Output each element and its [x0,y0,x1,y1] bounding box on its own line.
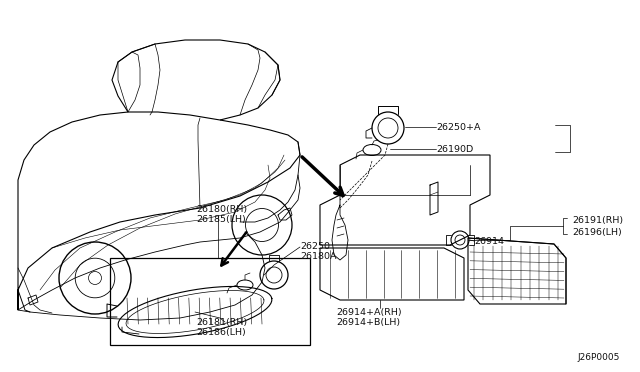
Text: 26191(RH): 26191(RH) [572,215,623,224]
Text: J26P0005: J26P0005 [578,353,620,362]
Text: 26196(LH): 26196(LH) [572,228,621,237]
Text: 26914+B(LH): 26914+B(LH) [336,318,400,327]
Text: 26185(LH): 26185(LH) [196,215,246,224]
Text: 26914: 26914 [474,237,504,246]
Text: 26180(RH): 26180(RH) [196,205,247,214]
Bar [110,258,310,345]
Text: 26190D: 26190D [436,144,473,154]
Text: 26180A: 26180A [300,252,337,261]
Text: 26250: 26250 [300,242,330,251]
Text: 26186(LH): 26186(LH) [196,328,246,337]
Text: 26181(RH): 26181(RH) [196,318,247,327]
Text: 26250+A: 26250+A [436,122,481,131]
Text: 26914+A(RH): 26914+A(RH) [336,308,402,317]
